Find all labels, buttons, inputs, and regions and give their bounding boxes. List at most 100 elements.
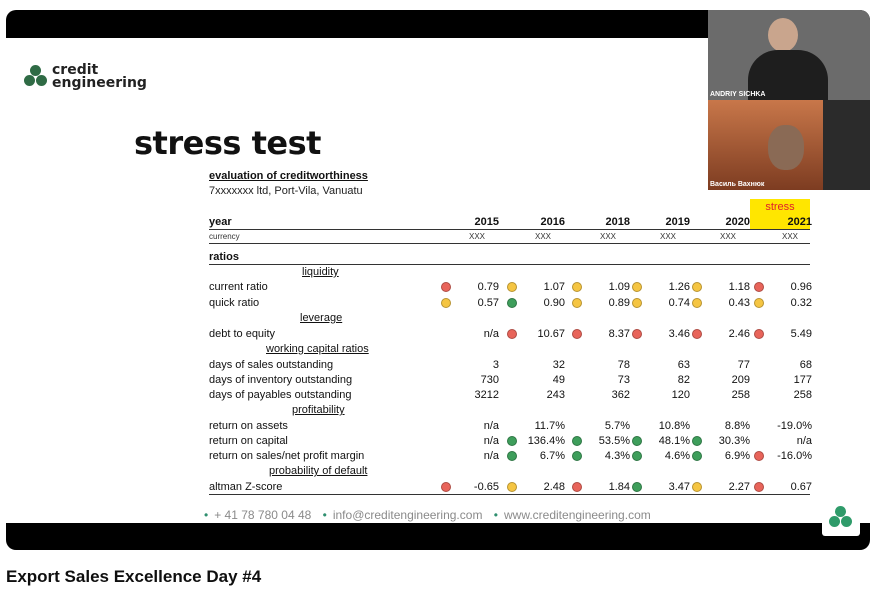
year-column-1: 2016 <box>540 216 565 228</box>
row-label: return on sales/net profit margin <box>209 450 365 462</box>
table-cell: 11.7% <box>534 420 565 432</box>
table-cell: 3212 <box>474 389 499 401</box>
slide-title: stress test <box>134 124 321 162</box>
row-label: quick ratio <box>209 297 260 309</box>
table-cell: n/a <box>483 328 499 340</box>
video-title: Export Sales Excellence Day #4 <box>6 567 262 586</box>
status-dot-yellow-icon <box>754 298 764 308</box>
status-dot-red-icon <box>441 282 451 292</box>
participant-video-2[interactable]: Василь Вахнюк <box>708 100 870 190</box>
table-cell: 32 <box>552 359 565 371</box>
status-dot-green-icon <box>632 436 642 446</box>
ratios-heading: ratios <box>209 251 239 263</box>
status-dot-green-icon <box>572 451 582 461</box>
status-dot-yellow-icon <box>441 298 451 308</box>
status-dot-green-icon <box>507 451 517 461</box>
status-dot-yellow-icon <box>507 282 517 292</box>
participant-face-icon <box>768 125 804 170</box>
table-cell: 6.7% <box>539 450 565 462</box>
currency-column-5: XXX <box>782 232 799 241</box>
row-label: current ratio <box>209 281 268 293</box>
row-label: days of payables outstanding <box>209 389 352 401</box>
status-dot-yellow-icon <box>692 482 702 492</box>
status-dot-green-icon <box>632 451 642 461</box>
status-dot-yellow-icon <box>632 282 642 292</box>
table-cell: 77 <box>737 359 750 371</box>
table-cell: 10.8% <box>658 420 690 432</box>
channel-watermark-icon[interactable] <box>822 500 860 536</box>
golden-gate-background-icon <box>708 100 823 190</box>
table-cell: 177 <box>793 374 812 386</box>
table-cell: 82 <box>677 374 690 386</box>
stress-year-highlight <box>750 215 810 229</box>
table-cell: 0.79 <box>477 281 499 293</box>
table-cell: 730 <box>480 374 499 386</box>
credit-engineering-logo: credit engineering <box>24 62 147 91</box>
status-dot-green-icon <box>572 436 582 446</box>
table-cell: 8.37 <box>608 328 630 340</box>
table-cell: 63 <box>677 359 690 371</box>
table-cell: 1.84 <box>608 481 630 493</box>
table-cell: -0.65 <box>473 481 499 493</box>
section-liquidity: liquidity <box>302 266 339 278</box>
status-dot-red-icon <box>632 329 642 339</box>
logo-line-2: engineering <box>52 75 147 91</box>
currency-column-0: XXX <box>469 232 486 241</box>
participant-video-1[interactable]: ANDRIY SICHKA <box>708 10 870 100</box>
status-dot-red-icon <box>754 482 764 492</box>
table-cell: n/a <box>483 420 499 432</box>
table-cell: 5.7% <box>604 420 630 432</box>
year-column-2: 2018 <box>605 216 630 228</box>
table-cell: 1.09 <box>608 281 630 293</box>
row-label: altman Z-score <box>209 481 283 493</box>
participant-face-icon <box>768 18 798 52</box>
table-cell: 30.3% <box>718 435 750 447</box>
table-cell: 1.26 <box>668 281 690 293</box>
table-cell: 1.18 <box>728 281 750 293</box>
logo-line-1: credit <box>52 62 99 78</box>
year-column-5: 2021 <box>787 216 812 228</box>
status-dot-red-icon <box>754 451 764 461</box>
table-cell: 3 <box>492 359 499 371</box>
year-header: year <box>209 216 232 228</box>
table-cell: 2.27 <box>728 481 750 493</box>
table-cell: 2.46 <box>728 328 750 340</box>
status-dot-green-icon <box>507 298 517 308</box>
ratios-divider <box>209 264 810 265</box>
section-leverage: leverage <box>300 312 343 324</box>
video-player[interactable]: credit engineering stress test evaluatio… <box>6 10 870 550</box>
row-label: days of inventory outstanding <box>209 374 353 386</box>
currency-label: currency <box>209 232 240 241</box>
table-cell: 0.57 <box>477 297 499 309</box>
table-cell: 0.32 <box>790 297 812 309</box>
table-cell: 2.48 <box>543 481 565 493</box>
row-label: return on assets <box>209 420 288 432</box>
company-name: 7xxxxxxx ltd, Port-Vila, Vanuatu <box>209 185 363 197</box>
table-cell: 362 <box>611 389 630 401</box>
stress-label: stress <box>750 199 810 215</box>
table-cell: 258 <box>731 389 750 401</box>
footer-phone: + 41 78 780 04 48 <box>214 508 312 522</box>
table-cell: 48.1% <box>658 435 690 447</box>
status-dot-yellow-icon <box>632 298 642 308</box>
status-dot-red-icon <box>754 282 764 292</box>
footer-email: info@creditengineering.com <box>332 508 483 522</box>
status-dot-green-icon <box>632 482 642 492</box>
table-cell: 0.43 <box>728 297 750 309</box>
table-cell: 68 <box>799 359 812 371</box>
table-cell: -16.0% <box>777 450 812 462</box>
currency-column-4: XXX <box>720 232 737 241</box>
row-label: debt to equity <box>209 328 276 340</box>
table-cell: n/a <box>483 435 499 447</box>
table-cell: 78 <box>617 359 630 371</box>
status-dot-green-icon <box>692 436 702 446</box>
logo-mark-icon <box>24 65 48 89</box>
table-cell: 3.47 <box>668 481 690 493</box>
status-dot-green-icon <box>692 451 702 461</box>
table-cell: 0.96 <box>790 281 812 293</box>
status-dot-red-icon <box>441 482 451 492</box>
section-probability-of-default: probability of default <box>269 465 368 477</box>
status-dot-yellow-icon <box>692 298 702 308</box>
table-cell: 209 <box>731 374 750 386</box>
status-dot-yellow-icon <box>507 482 517 492</box>
